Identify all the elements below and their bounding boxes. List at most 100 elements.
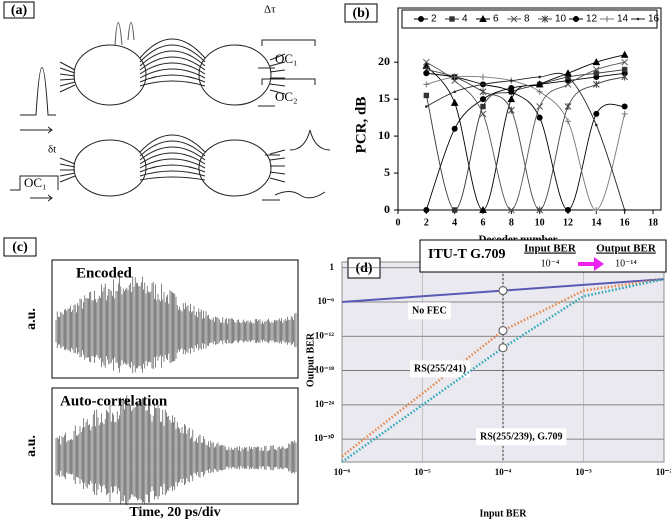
marker: [536, 88, 543, 95]
marker: [450, 98, 459, 106]
y-axis-label: a.u.: [24, 308, 39, 330]
marker: [451, 207, 458, 213]
noise-traces: [55, 276, 297, 506]
marker: [536, 206, 544, 214]
series-label-box: [410, 360, 471, 378]
legend-label: 8: [524, 14, 530, 25]
x-tick-label: 2: [424, 217, 429, 228]
marker: [621, 103, 628, 110]
marker: [423, 92, 430, 99]
marker: [451, 73, 458, 80]
code-label: OC₁: [24, 175, 47, 190]
marker: [479, 110, 487, 118]
legend-marker: [510, 15, 518, 23]
marker: [592, 58, 601, 66]
noise-trace: [55, 276, 297, 374]
legend-marker: [449, 16, 455, 22]
info-label: Output BER: [596, 243, 657, 255]
plot-frame: [397, 7, 662, 211]
series-label: No FEC: [412, 305, 447, 316]
marker: [423, 81, 430, 88]
panel-label-box: [3, 237, 37, 257]
y-tick-label: 10⁻⁶: [318, 296, 335, 306]
y-tick-label: 10⁻¹²: [315, 330, 334, 340]
info-value: 10⁻¹⁴: [615, 258, 637, 269]
marker: [566, 75, 570, 79]
y-tick-label: 15: [378, 91, 390, 105]
x-tick-label: 18: [648, 217, 658, 228]
marker: [623, 208, 626, 212]
marker: [536, 103, 544, 110]
series-label-box: [476, 428, 567, 446]
x-tick-label: 16: [620, 217, 630, 228]
panel-label-box: [344, 3, 378, 23]
code-label: OC₁: [275, 51, 298, 66]
x-tick-label: 10⁻³: [575, 467, 592, 477]
y-tick-label: 10⁻²⁴: [315, 399, 334, 409]
marker: [592, 80, 600, 88]
marker: [479, 88, 487, 96]
x-tick-label: 10⁻⁴: [495, 467, 512, 477]
y-tick-label: 10⁻³⁰: [314, 433, 334, 443]
marker: [423, 70, 430, 77]
panel-label: (a): [11, 3, 28, 18]
series-line: [426, 61, 625, 211]
marker: [507, 106, 515, 114]
marker: [595, 123, 598, 127]
y-axis-label: PCR, dB: [353, 97, 369, 154]
marker: [621, 73, 629, 81]
series-line: [426, 75, 626, 211]
marker: [536, 114, 543, 121]
marker: [422, 58, 430, 66]
marker: [510, 79, 513, 82]
series-line: [426, 69, 625, 211]
y-tick-label: 5: [384, 165, 390, 179]
legend-label: 4: [462, 14, 468, 25]
info-value: 10⁻⁴: [541, 258, 560, 269]
x-tick-label: 12: [563, 217, 573, 228]
info-arrow: [578, 257, 604, 271]
marker: [538, 75, 541, 79]
legend-label: 12: [586, 14, 598, 25]
legend-marker: [541, 15, 549, 23]
marker: [535, 80, 544, 88]
x-tick-label: 14: [591, 217, 601, 228]
y-axis-label: Output BER: [305, 332, 316, 387]
y-tick-label: 10: [378, 128, 390, 142]
legend-marker: [418, 16, 424, 22]
x-tick-label: 10⁻²: [656, 467, 671, 477]
marker: [481, 83, 485, 86]
intersection-marker: [498, 343, 508, 353]
x-tick-label: 10: [535, 217, 545, 228]
panel-label: (c): [12, 240, 28, 255]
marker: [480, 103, 486, 110]
legend-marker: [604, 16, 610, 22]
x-tick-label: 4: [452, 217, 457, 228]
marker: [593, 70, 600, 76]
y-tick-label: 1: [330, 262, 335, 272]
marker: [425, 105, 428, 108]
marker: [480, 73, 486, 80]
intersection-marker: [498, 326, 508, 336]
y-tick-label: 10⁻¹⁸: [315, 365, 334, 375]
info-box: [419, 239, 667, 273]
x-tick-label: 10⁻⁶: [334, 467, 351, 477]
intersection-marker: [498, 286, 508, 296]
x-tick-label: 6: [481, 217, 486, 228]
x-axis-label: Input BER: [480, 508, 528, 519]
marker: [593, 207, 600, 213]
panel-label: (d): [355, 261, 372, 276]
marker: [480, 96, 486, 103]
series-line: [425, 54, 625, 211]
series-line: [426, 72, 626, 211]
legend-label: 10: [555, 14, 567, 25]
noise-trace: [55, 395, 297, 506]
marker: [479, 205, 487, 213]
x-tick-label: 8: [509, 217, 514, 228]
panel-label: (b): [352, 6, 369, 21]
x-axis-label: Time, 20 ps/div: [129, 505, 220, 520]
panel-label-box: [3, 1, 35, 19]
marker: [593, 110, 600, 117]
marker: [507, 95, 516, 103]
